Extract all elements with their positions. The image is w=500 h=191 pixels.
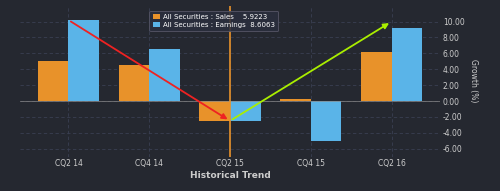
- Bar: [392, 28, 422, 101]
- Legend: All Securities : Sales    5.9223, All Securities : Earnings  8.6063: All Securities : Sales 5.9223, All Secur…: [150, 11, 278, 31]
- Bar: [38, 61, 68, 101]
- Bar: [149, 49, 180, 101]
- Bar: [280, 99, 311, 101]
- Bar: [361, 52, 392, 101]
- Bar: [118, 65, 149, 101]
- Y-axis label: Growth (%): Growth (%): [470, 59, 478, 103]
- X-axis label: Historical Trend: Historical Trend: [190, 171, 270, 180]
- Bar: [200, 101, 230, 121]
- Bar: [230, 101, 260, 121]
- Bar: [68, 20, 99, 101]
- Bar: [311, 101, 342, 141]
